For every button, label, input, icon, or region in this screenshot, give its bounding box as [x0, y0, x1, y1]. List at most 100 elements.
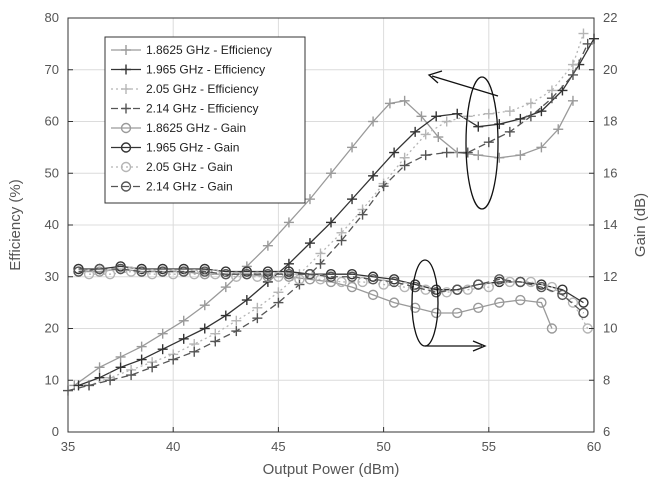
- legend-swatch-marker: [121, 45, 131, 55]
- legend-swatch-marker: [120, 181, 132, 192]
- data-point-circle: [388, 297, 400, 308]
- data-point-circle: [431, 287, 442, 298]
- data-point-circle: [231, 271, 242, 282]
- data-point-plus: [504, 126, 515, 137]
- data-point-circle: [388, 276, 400, 288]
- data-point-plus: [115, 362, 126, 373]
- legend-label: 1.8625 GHz - Efficiency: [146, 43, 272, 57]
- data-point-plus: [73, 380, 84, 391]
- data-point-plus: [147, 362, 158, 373]
- data-point-plus: [326, 168, 336, 179]
- data-point-plus: [420, 150, 431, 161]
- data-point-circle: [94, 263, 105, 275]
- data-point-circle: [304, 268, 316, 280]
- data-point-plus: [304, 238, 315, 249]
- data-point-circle: [462, 284, 473, 295]
- data-point-circle: [515, 294, 526, 306]
- data-point-circle: [494, 297, 505, 308]
- data-point-plus: [115, 351, 126, 362]
- data-point-circle: [367, 289, 379, 301]
- data-point-circle: [494, 274, 505, 285]
- series-4: [63, 38, 593, 396]
- data-point-plus: [347, 142, 358, 153]
- annotations: [411, 70, 499, 352]
- data-point-plus: [368, 116, 379, 127]
- x-tick-label: 60: [587, 439, 601, 454]
- data-point-plus: [357, 209, 368, 220]
- data-point-plus: [483, 108, 494, 119]
- legend-entry: 2.14 GHz - Efficiency: [111, 102, 259, 116]
- legend: 1.8625 GHz - Efficiency 1.965 GHz - Effic…: [104, 36, 306, 204]
- ticks-layer: 35 40 45 50 55 60 0 10 20 30 40 50 60 70 80 6 8 10 12 14 16 1…: [45, 10, 618, 454]
- x-tick-label: 55: [482, 439, 496, 454]
- data-point-circle: [220, 268, 232, 280]
- x-tick-label: 50: [376, 439, 390, 454]
- data-point-plus: [199, 300, 210, 311]
- data-point-plus: [157, 328, 168, 339]
- data-point-plus: [582, 38, 593, 49]
- data-point-plus: [504, 106, 515, 117]
- data-point-circle: [399, 281, 410, 293]
- data-point-plus: [473, 150, 484, 161]
- data-point-plus: [525, 111, 536, 122]
- data-point-plus: [410, 126, 421, 137]
- y-left-tick-label: 60: [45, 114, 59, 129]
- y-left-tick-label: 40: [45, 217, 59, 232]
- legend-entry: 1.965 GHz - Efficiency: [111, 63, 265, 77]
- efficiency-callout-arrowhead: [427, 70, 443, 84]
- data-point-circle: [536, 297, 547, 308]
- data-point-circle: [515, 276, 526, 288]
- data-point-circle: [420, 284, 431, 295]
- data-point-plus: [368, 170, 379, 181]
- legend-label: 1.965 GHz - Efficiency: [146, 63, 265, 77]
- x-axis-label: Output Power (dBm): [263, 461, 400, 478]
- data-point-circle: [473, 302, 484, 313]
- data-point-plus: [567, 95, 578, 106]
- data-point-circle: [409, 281, 421, 293]
- data-point-plus: [494, 152, 505, 163]
- data-point-circle: [83, 268, 95, 280]
- data-point-plus: [567, 69, 578, 80]
- y-right-tick-label: 18: [603, 114, 617, 129]
- data-point-plus: [126, 370, 137, 381]
- data-point-circle: [367, 274, 379, 285]
- data-point-plus: [452, 108, 463, 119]
- data-point-circle: [504, 276, 516, 288]
- series-line: [78, 268, 584, 314]
- data-point-plus: [578, 28, 589, 39]
- data-point-plus: [178, 315, 189, 326]
- data-point-plus: [378, 181, 389, 192]
- gain-callout-arrowhead: [472, 340, 487, 352]
- data-point-plus: [231, 315, 242, 326]
- data-point-circle: [546, 323, 558, 334]
- data-point-plus: [389, 147, 400, 158]
- data-point-plus: [553, 124, 564, 135]
- data-point-plus: [525, 98, 536, 109]
- data-point-circle: [452, 284, 463, 295]
- series-5: [73, 263, 558, 334]
- data-point-circle: [557, 289, 568, 301]
- data-point-circle: [178, 266, 189, 277]
- legend-swatch-marker: [120, 142, 132, 153]
- legend-swatch-marker: [121, 103, 131, 114]
- data-point-circle: [241, 268, 253, 280]
- y-left-tick-label: 50: [45, 165, 59, 180]
- data-point-circle: [578, 307, 589, 319]
- data-point-plus: [384, 98, 395, 109]
- data-point-plus: [483, 137, 494, 148]
- legend-entry: 1.8625 GHz - Efficiency: [111, 43, 272, 57]
- data-point-circle: [73, 266, 84, 277]
- data-point-circle: [336, 276, 347, 288]
- data-point-circle: [115, 263, 126, 275]
- data-point-plus: [315, 248, 326, 259]
- data-point-circle: [104, 268, 116, 280]
- legend-swatch-marker: [120, 122, 132, 134]
- data-point-circle: [199, 266, 210, 277]
- data-point-plus: [431, 111, 442, 122]
- legend-box: [104, 36, 306, 204]
- data-point-circle: [325, 276, 337, 288]
- y-axis-label-left: Efficiency (%): [7, 179, 24, 270]
- data-point-plus: [273, 297, 284, 308]
- y-right-tick-label: 12: [603, 269, 617, 284]
